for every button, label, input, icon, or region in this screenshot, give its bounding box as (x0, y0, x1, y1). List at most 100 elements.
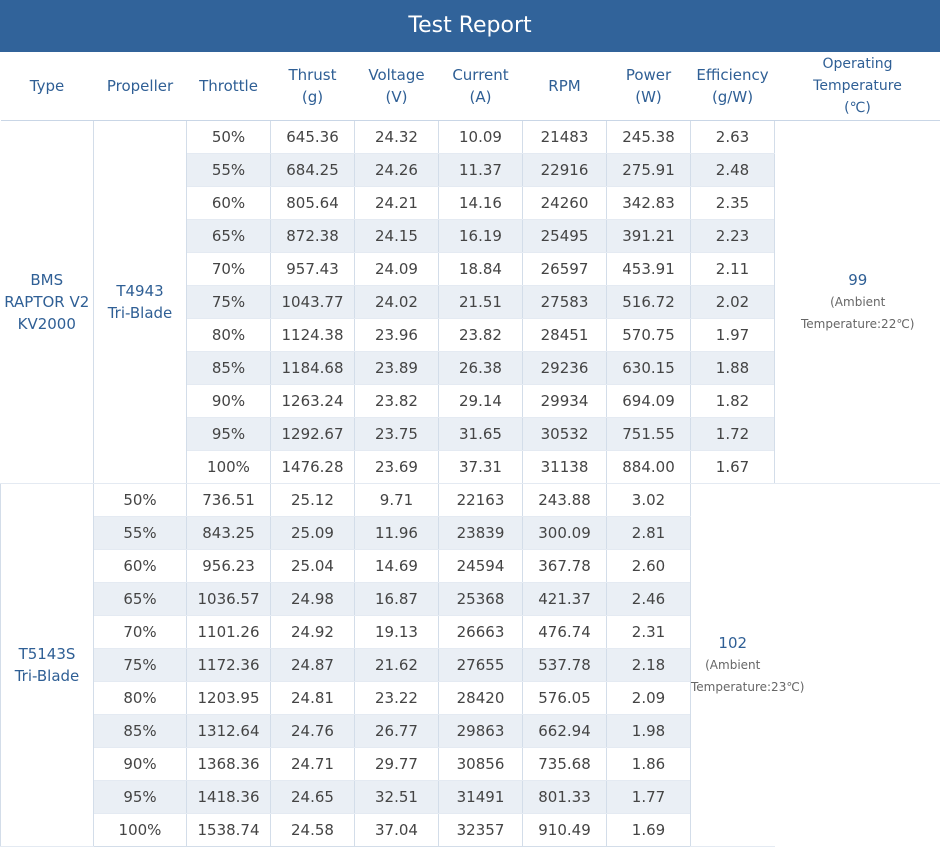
thrust-cell: 645.36 (271, 120, 355, 153)
thrust-cell: 1172.36 (187, 648, 271, 681)
power-cell: 694.09 (607, 384, 691, 417)
throttle-cell: 50% (187, 120, 271, 153)
rpm-cell: 30856 (439, 747, 523, 780)
propeller-line: T5143S (19, 645, 76, 663)
thrust-cell: 1036.57 (187, 582, 271, 615)
header-voltage: Voltage(V) (355, 52, 439, 120)
thrust-cell: 736.51 (187, 483, 271, 516)
motor-type-line: RAPTOR V2 (4, 293, 89, 311)
throttle-cell: 95% (187, 417, 271, 450)
throttle-cell: 70% (187, 252, 271, 285)
current-cell: 26.77 (355, 714, 439, 747)
ambient-temperature-line: Temperature:23℃) (691, 676, 775, 698)
current-cell: 10.09 (439, 120, 523, 153)
temperature-value: 99 (775, 269, 940, 291)
thrust-cell: 1101.26 (187, 615, 271, 648)
efficiency-cell: 2.60 (607, 549, 691, 582)
rpm-cell: 22916 (523, 153, 607, 186)
current-cell: 37.31 (439, 450, 523, 483)
rpm-cell: 29863 (439, 714, 523, 747)
voltage-cell: 24.21 (355, 186, 439, 219)
thrust-cell: 1292.67 (271, 417, 355, 450)
power-cell: 630.15 (607, 351, 691, 384)
rpm-cell: 30532 (523, 417, 607, 450)
current-cell: 37.04 (355, 813, 439, 846)
ambient-temperature-line: Temperature:22℃) (775, 313, 940, 335)
voltage-cell: 24.09 (355, 252, 439, 285)
thrust-cell: 684.25 (271, 153, 355, 186)
efficiency-cell: 1.97 (691, 318, 775, 351)
efficiency-cell: 1.98 (607, 714, 691, 747)
header-throttle: Throttle (187, 52, 271, 120)
current-cell: 11.96 (355, 516, 439, 549)
voltage-cell: 24.65 (271, 780, 355, 813)
rpm-cell: 21483 (523, 120, 607, 153)
throttle-cell: 65% (94, 582, 187, 615)
thrust-cell: 872.38 (271, 219, 355, 252)
header-efficiency: Efficiency(g/W) (691, 52, 775, 120)
propeller-line: Tri-Blade (108, 304, 173, 322)
throttle-cell: 55% (94, 516, 187, 549)
power-cell: 476.74 (523, 615, 607, 648)
rpm-cell: 24594 (439, 549, 523, 582)
efficiency-cell: 2.18 (607, 648, 691, 681)
throttle-cell: 60% (187, 186, 271, 219)
efficiency-cell: 1.86 (607, 747, 691, 780)
efficiency-cell: 1.88 (691, 351, 775, 384)
thrust-cell: 1368.36 (187, 747, 271, 780)
power-cell: 751.55 (607, 417, 691, 450)
voltage-cell: 24.26 (355, 153, 439, 186)
rpm-cell: 29236 (523, 351, 607, 384)
efficiency-cell: 2.81 (607, 516, 691, 549)
voltage-cell: 24.32 (355, 120, 439, 153)
current-cell: 16.87 (355, 582, 439, 615)
voltage-cell: 23.82 (355, 384, 439, 417)
rpm-cell: 29934 (523, 384, 607, 417)
current-cell: 19.13 (355, 615, 439, 648)
voltage-cell: 25.09 (271, 516, 355, 549)
efficiency-cell: 1.82 (691, 384, 775, 417)
header-power: Power(W) (607, 52, 691, 120)
thrust-cell: 843.25 (187, 516, 271, 549)
header-thrust: Thrust(g) (271, 52, 355, 120)
throttle-cell: 85% (187, 351, 271, 384)
current-cell: 26.38 (439, 351, 523, 384)
thrust-cell: 1263.24 (271, 384, 355, 417)
throttle-cell: 90% (187, 384, 271, 417)
power-cell: 570.75 (607, 318, 691, 351)
power-cell: 367.78 (523, 549, 607, 582)
thrust-cell: 1418.36 (187, 780, 271, 813)
efficiency-cell: 2.09 (607, 681, 691, 714)
voltage-cell: 23.96 (355, 318, 439, 351)
rpm-cell: 27583 (523, 285, 607, 318)
current-cell: 16.19 (439, 219, 523, 252)
throttle-cell: 90% (94, 747, 187, 780)
efficiency-cell: 3.02 (607, 483, 691, 516)
ambient-temperature-line: (Ambient (775, 291, 940, 313)
power-cell: 537.78 (523, 648, 607, 681)
throttle-cell: 75% (94, 648, 187, 681)
efficiency-cell: 2.23 (691, 219, 775, 252)
thrust-cell: 957.43 (271, 252, 355, 285)
voltage-cell: 24.81 (271, 681, 355, 714)
voltage-cell: 23.69 (355, 450, 439, 483)
voltage-cell: 25.12 (271, 483, 355, 516)
current-cell: 29.14 (439, 384, 523, 417)
power-cell: 245.38 (607, 120, 691, 153)
throttle-cell: 60% (94, 549, 187, 582)
voltage-cell: 24.15 (355, 219, 439, 252)
test-report-table: Type Propeller Throttle Thrust(g) Voltag… (0, 52, 940, 847)
throttle-cell: 50% (94, 483, 187, 516)
rpm-cell: 31491 (439, 780, 523, 813)
voltage-cell: 24.02 (355, 285, 439, 318)
